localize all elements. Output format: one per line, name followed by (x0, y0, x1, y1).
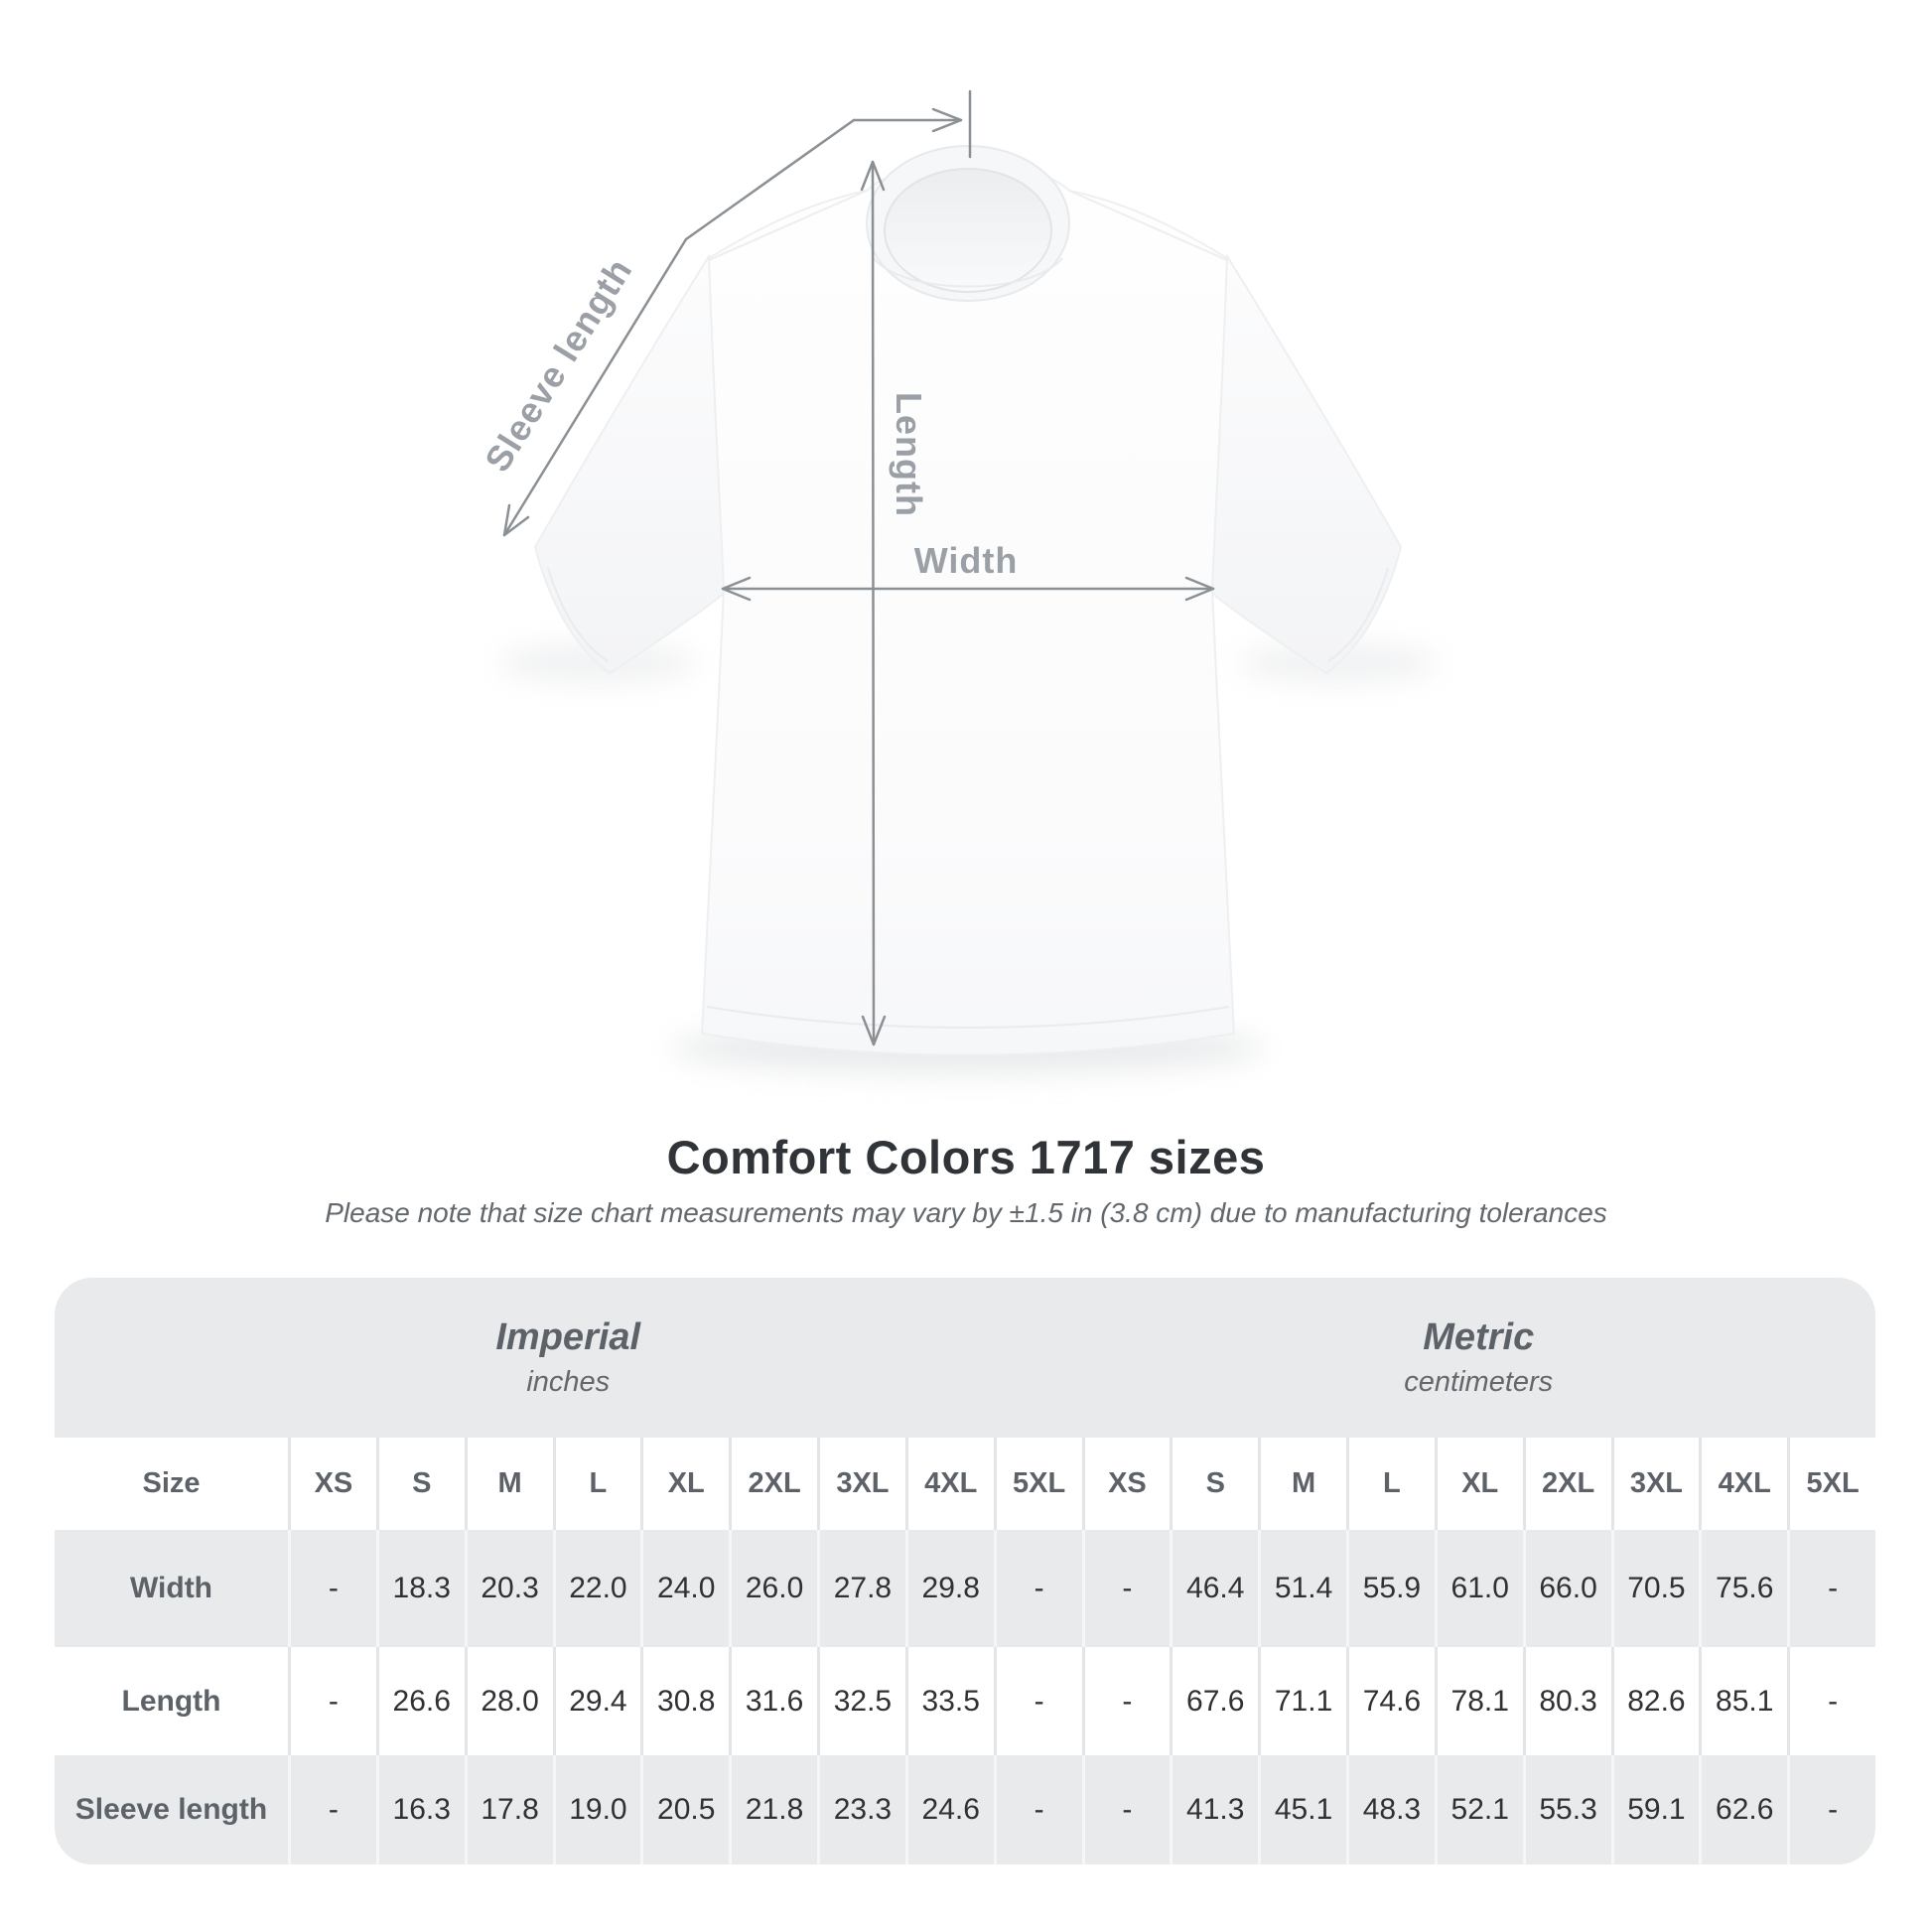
size-header-imperial-5xl: 5XL (993, 1438, 1082, 1530)
size-header-imperial-xl: XL (640, 1438, 730, 1530)
cell-sleeve-length-imperial-3xl: 23.3 (817, 1755, 905, 1864)
cell-length-metric-5xl: - (1787, 1647, 1875, 1755)
cell-width-metric-2xl: 66.0 (1522, 1530, 1611, 1647)
cell-width-metric-s: 46.4 (1170, 1530, 1259, 1647)
cell-width-imperial-3xl: 27.8 (817, 1530, 905, 1647)
size-header-imperial-m: M (464, 1438, 553, 1530)
cell-width-imperial-l: 22.0 (552, 1530, 641, 1647)
cell-sleeve-length-metric-5xl: - (1787, 1755, 1875, 1864)
cell-length-imperial-s: 26.6 (375, 1647, 465, 1755)
tshirt-collar (866, 145, 1070, 302)
cell-sleeve-length-metric-3xl: 59.1 (1610, 1755, 1700, 1864)
row-label-sleeve-length: Sleeve length (55, 1755, 288, 1864)
cell-width-imperial-s: 18.3 (375, 1530, 465, 1647)
size-header-metric-3xl: 3XL (1610, 1438, 1700, 1530)
cell-sleeve-length-imperial-s: 16.3 (375, 1755, 465, 1864)
cell-width-imperial-5xl: - (993, 1530, 1082, 1647)
size-header-metric-2xl: 2XL (1522, 1438, 1611, 1530)
cell-length-imperial-3xl: 32.5 (817, 1647, 905, 1755)
length-label: Length (889, 392, 929, 517)
tshirt-measurement-diagram: Sleeve length Length Width (477, 89, 1438, 1074)
size-table: Imperial inches Metric centimeters Size X… (55, 1278, 1875, 1864)
cell-length-imperial-2xl: 31.6 (729, 1647, 817, 1755)
cell-sleeve-length-imperial-4xl: 24.6 (904, 1755, 994, 1864)
cell-width-metric-5xl: - (1787, 1530, 1875, 1647)
measurement-arrows (502, 89, 1215, 1046)
tshirt-body (700, 163, 1236, 1056)
metric-group-header: Metric centimeters (1082, 1278, 1876, 1438)
imperial-group-header: Imperial inches (55, 1278, 1082, 1438)
page-title: Comfort Colors 1717 sizes (666, 1131, 1266, 1183)
cell-sleeve-length-metric-2xl: 55.3 (1522, 1755, 1611, 1864)
cell-sleeve-length-imperial-m: 17.8 (464, 1755, 553, 1864)
cell-sleeve-length-metric-4xl: 62.6 (1699, 1755, 1788, 1864)
cell-width-imperial-2xl: 26.0 (729, 1530, 817, 1647)
tshirt-sleeves (533, 253, 1403, 675)
size-header-imperial-l: L (552, 1438, 641, 1530)
cell-length-imperial-xl: 30.8 (640, 1647, 730, 1755)
cell-width-metric-xs: - (1081, 1530, 1171, 1647)
cell-sleeve-length-imperial-5xl: - (993, 1755, 1082, 1864)
length-arrow (871, 160, 876, 1046)
cell-length-metric-3xl: 82.6 (1610, 1647, 1700, 1755)
size-header-metric-s: S (1170, 1438, 1259, 1530)
cell-sleeve-length-metric-xl: 52.1 (1434, 1755, 1523, 1864)
cell-width-imperial-xs: - (288, 1530, 376, 1647)
cell-length-metric-s: 67.6 (1170, 1647, 1259, 1755)
size-header-imperial-s: S (375, 1438, 465, 1530)
cell-width-metric-xl: 61.0 (1434, 1530, 1523, 1647)
metric-group-unit: centimeters (1404, 1366, 1554, 1398)
cell-length-imperial-l: 29.4 (552, 1647, 641, 1755)
metric-group-label: Metric (1423, 1316, 1535, 1358)
cell-length-metric-xs: - (1081, 1647, 1171, 1755)
cell-length-imperial-5xl: - (993, 1647, 1082, 1755)
cell-sleeve-length-metric-s: 41.3 (1170, 1755, 1259, 1864)
size-header-metric-xs: XS (1081, 1438, 1171, 1530)
cell-sleeve-length-imperial-l: 19.0 (552, 1755, 641, 1864)
cell-length-metric-m: 71.1 (1258, 1647, 1346, 1755)
row-label-width: Width (55, 1530, 288, 1647)
size-header-imperial-2xl: 2XL (729, 1438, 817, 1530)
size-header-metric-5xl: 5XL (1787, 1438, 1875, 1530)
cell-sleeve-length-imperial-2xl: 21.8 (729, 1755, 817, 1864)
cell-width-imperial-m: 20.3 (464, 1530, 553, 1647)
cell-sleeve-length-metric-m: 45.1 (1258, 1755, 1346, 1864)
size-column-header: Size (55, 1438, 288, 1530)
size-header-metric-4xl: 4XL (1699, 1438, 1788, 1530)
size-header-metric-xl: XL (1434, 1438, 1523, 1530)
sleeve-length-arrow (502, 118, 856, 537)
cell-length-metric-l: 74.6 (1346, 1647, 1435, 1755)
cell-length-imperial-m: 28.0 (464, 1647, 553, 1755)
size-header-metric-m: M (1258, 1438, 1346, 1530)
size-header-imperial-3xl: 3XL (817, 1438, 905, 1530)
cell-length-imperial-xs: - (288, 1647, 376, 1755)
size-header-imperial-4xl: 4XL (904, 1438, 994, 1530)
cell-length-metric-2xl: 80.3 (1522, 1647, 1611, 1755)
cell-width-metric-l: 55.9 (1346, 1530, 1435, 1647)
cell-sleeve-length-metric-l: 48.3 (1346, 1755, 1435, 1864)
cell-sleeve-length-imperial-xl: 20.5 (640, 1755, 730, 1864)
cell-width-imperial-xl: 24.0 (640, 1530, 730, 1647)
cell-width-metric-m: 51.4 (1258, 1530, 1346, 1647)
cell-width-metric-4xl: 75.6 (1699, 1530, 1788, 1647)
cell-sleeve-length-imperial-xs: - (288, 1755, 376, 1864)
cell-length-imperial-4xl: 33.5 (904, 1647, 994, 1755)
cell-sleeve-length-metric-xs: - (1081, 1755, 1171, 1864)
width-label: Width (914, 540, 1019, 581)
row-label-length: Length (55, 1647, 288, 1755)
cell-width-imperial-4xl: 29.8 (904, 1530, 994, 1647)
size-header-imperial-xs: XS (288, 1438, 376, 1530)
cell-length-metric-xl: 78.1 (1434, 1647, 1523, 1755)
imperial-group-unit: inches (526, 1366, 611, 1398)
tolerance-note: Please note that size chart measurements… (325, 1197, 1607, 1228)
cell-length-metric-4xl: 85.1 (1699, 1647, 1788, 1755)
imperial-group-label: Imperial (495, 1316, 641, 1358)
size-header-metric-l: L (1346, 1438, 1435, 1530)
cell-width-metric-3xl: 70.5 (1610, 1530, 1700, 1647)
